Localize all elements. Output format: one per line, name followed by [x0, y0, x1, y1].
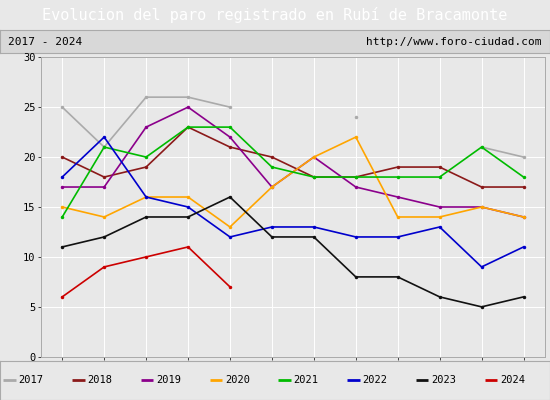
Text: 2020: 2020 [225, 375, 250, 386]
Text: 2023: 2023 [431, 375, 456, 386]
Text: http://www.foro-ciudad.com: http://www.foro-ciudad.com [366, 37, 542, 47]
Text: Evolucion del paro registrado en Rubí de Bracamonte: Evolucion del paro registrado en Rubí de… [42, 7, 508, 23]
Text: 2017: 2017 [19, 375, 43, 386]
Text: 2018: 2018 [87, 375, 112, 386]
Text: 2022: 2022 [362, 375, 387, 386]
Text: 2024: 2024 [500, 375, 525, 386]
Text: 2017 - 2024: 2017 - 2024 [8, 37, 82, 47]
Text: 2021: 2021 [294, 375, 318, 386]
Text: 2019: 2019 [156, 375, 181, 386]
